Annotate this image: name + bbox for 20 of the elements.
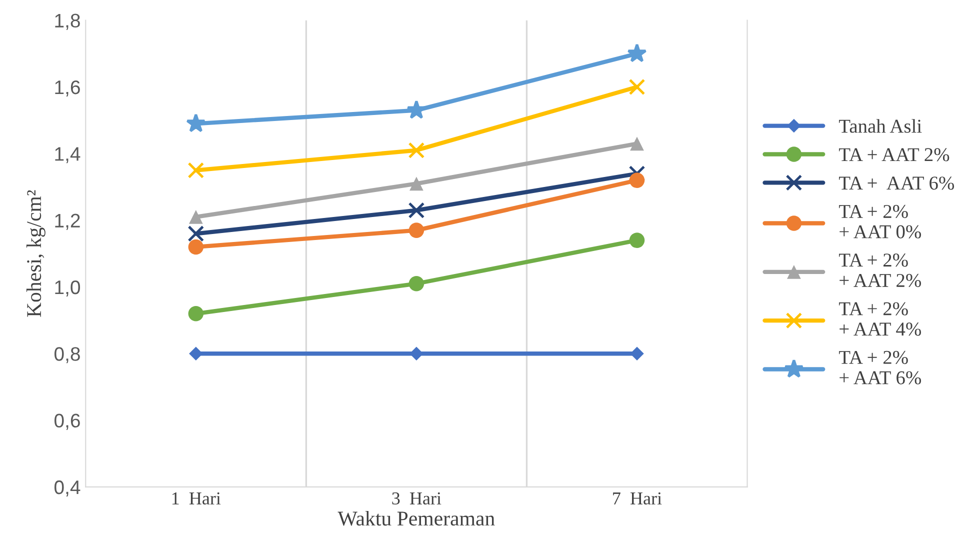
y-tick-label: 1,0 (55, 280, 80, 297)
x-tick-label: 1 Hari (172, 492, 221, 505)
y-tick-label: 0,8 (54, 347, 80, 364)
y-tick-label: 1,8 (55, 14, 80, 30)
y-tick-label: 1,4 (55, 147, 80, 164)
y-axis-title: Kohesi, kg/cm² (26, 190, 46, 317)
x-tick-label: 3 Hari (392, 492, 442, 505)
y-tick-label: 0,6 (54, 414, 80, 430)
legend-label: TA + 2% + AAT 0% (839, 204, 921, 238)
legend-label: TA + 2% + AAT 6% (839, 350, 921, 384)
legend-label: TA + 2% + AAT 2% (839, 254, 921, 288)
y-tick-label: 1,6 (55, 80, 80, 97)
legend-label: TA + 2% + AAT 4% (839, 302, 921, 336)
y-tick-label: 1,2 (55, 214, 80, 230)
legend-label: TA + AAT 2% (839, 148, 950, 162)
legend-label: Tanah Asli (839, 119, 922, 133)
legend-label: TA + AAT 6% (839, 176, 954, 190)
y-tick-label: 0,4 (54, 480, 80, 496)
x-tick-label: 7 Hari (613, 492, 662, 505)
x-axis-title: Waktu Pemeraman (338, 510, 495, 526)
